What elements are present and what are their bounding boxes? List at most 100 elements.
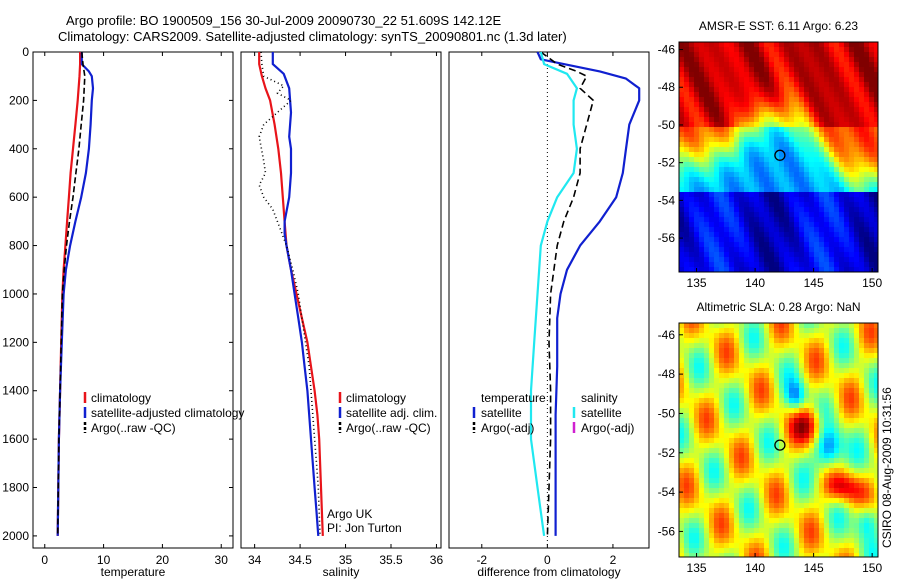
sst-map-cell [854, 92, 860, 98]
sla-map-cell [754, 493, 760, 499]
sst-map-cell [769, 132, 775, 138]
sst-map-cell [869, 227, 875, 233]
sst-map-cell [724, 227, 730, 233]
sst-map-cell [779, 42, 785, 48]
sla-map-cell [779, 513, 785, 519]
sst-map-cell [819, 42, 825, 48]
sla-map-cell [774, 323, 780, 329]
sla-map-cell [779, 493, 785, 499]
sst-map-cell [694, 92, 700, 98]
sst-map-cell [734, 122, 740, 128]
sla-map-cell [804, 368, 810, 374]
sst-map-cell [774, 52, 780, 58]
sla-map-cell [694, 378, 700, 384]
sla-map-cell [739, 483, 745, 489]
sla-map-cell [819, 493, 825, 499]
sla-map-cell [689, 393, 695, 399]
sla-map-cell [719, 333, 725, 339]
sla-map-cell [784, 328, 790, 334]
sla-map-cell [704, 373, 710, 379]
sla-map-cell [789, 538, 795, 544]
sst-map-cell [709, 102, 715, 108]
sst-map-cell [739, 192, 745, 198]
temperature-series-1 [56, 52, 95, 536]
sst-map-ytick-label: -52 [658, 156, 676, 170]
sst-map-cell [759, 257, 765, 263]
sla-map-cell [694, 328, 700, 334]
sla-map-cell [814, 528, 820, 534]
sla-map-cell [684, 383, 690, 389]
sla-map-cell [709, 538, 715, 544]
sst-map-cell [779, 82, 785, 88]
sla-map-cell [814, 503, 820, 509]
sla-map-cell [704, 458, 710, 464]
sla-map-cell [804, 508, 810, 514]
sst-map-cell [739, 232, 745, 238]
sst-map-cell [849, 107, 855, 113]
sst-map-cell [864, 197, 870, 203]
sla-map-cell [709, 323, 715, 329]
sst-map-cell [694, 162, 700, 168]
sst-map-cell [869, 167, 875, 173]
sla-map-cell [829, 538, 835, 544]
sla-map-cell [794, 438, 800, 444]
sst-map-cell [744, 167, 750, 173]
sla-map-cell [839, 338, 845, 344]
sst-map-cell [704, 247, 710, 253]
sst-map-cell [779, 262, 785, 268]
sst-map-cell [754, 147, 760, 153]
sst-map-cell [764, 62, 770, 68]
sla-map-cell [769, 518, 775, 524]
sst-map-cell [704, 117, 710, 123]
sst-map-cell [874, 67, 879, 73]
sla-map-cell [699, 448, 705, 454]
sst-map-cell [694, 42, 700, 48]
sla-map-cell [699, 553, 705, 558]
sst-map-cell [784, 117, 790, 123]
sla-map-cell [694, 348, 700, 354]
sst-map-cell [759, 187, 765, 193]
sla-map-cell [719, 418, 725, 424]
sst-map-cell [844, 142, 850, 148]
sst-map-cell [709, 202, 715, 208]
sla-map-cell [834, 483, 840, 489]
sst-map-cell [804, 152, 810, 158]
sst-map-cell [719, 122, 725, 128]
sst-map-cell [784, 187, 790, 193]
sla-map-cell [779, 528, 785, 534]
sst-map-cell [799, 152, 805, 158]
sla-map-cell [829, 323, 835, 329]
sla-map-cell [814, 368, 820, 374]
sla-map-cell [709, 393, 715, 399]
sla-map-cell [759, 358, 765, 364]
sla-map-cell [739, 353, 745, 359]
sst-map-cell [749, 117, 755, 123]
sst-map-cell [709, 172, 715, 178]
sst-map-cell [819, 207, 825, 213]
sst-map-cell [699, 167, 705, 173]
sla-map-cell [744, 383, 750, 389]
sla-map-cell [794, 383, 800, 389]
sla-map-cell [719, 538, 725, 544]
sla-map-cell [764, 328, 770, 334]
sla-map-cell [804, 398, 810, 404]
sla-map-cell [814, 448, 820, 454]
sla-map-cell [744, 393, 750, 399]
sst-map-cell [834, 202, 840, 208]
sst-map-cell [859, 137, 865, 143]
sla-map-cell [749, 413, 755, 419]
sla-map-cell [739, 428, 745, 434]
sla-map-cell [764, 358, 770, 364]
sla-map-cell [714, 468, 720, 474]
sst-map-cell [714, 47, 720, 53]
sla-map-cell [679, 503, 685, 509]
sst-map-cell [754, 42, 760, 48]
sst-map-cell [849, 172, 855, 178]
sst-map-cell [809, 192, 815, 198]
sst-map-cell [769, 242, 775, 248]
sla-map-cell [764, 538, 770, 544]
sla-map-cell [749, 478, 755, 484]
sst-map-cell [734, 97, 740, 103]
sla-map-cell [699, 323, 705, 329]
sla-map-cell [714, 428, 720, 434]
